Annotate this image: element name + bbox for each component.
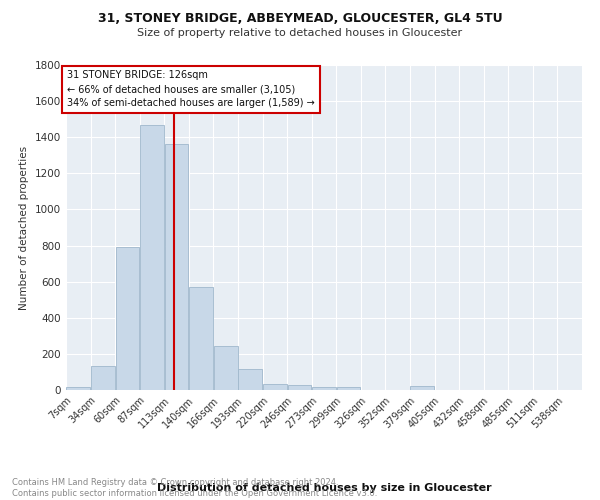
Bar <box>263 384 287 390</box>
X-axis label: Distribution of detached houses by size in Gloucester: Distribution of detached houses by size … <box>157 482 491 492</box>
Bar <box>238 369 262 390</box>
Bar <box>312 388 336 390</box>
Bar <box>116 248 139 390</box>
Bar <box>67 388 90 390</box>
Bar <box>287 386 311 390</box>
Y-axis label: Number of detached properties: Number of detached properties <box>19 146 29 310</box>
Bar <box>214 346 238 390</box>
Text: Contains HM Land Registry data © Crown copyright and database right 2024.
Contai: Contains HM Land Registry data © Crown c… <box>12 478 377 498</box>
Bar <box>164 144 188 390</box>
Bar <box>91 366 115 390</box>
Text: 31, STONEY BRIDGE, ABBEYMEAD, GLOUCESTER, GL4 5TU: 31, STONEY BRIDGE, ABBEYMEAD, GLOUCESTER… <box>98 12 502 26</box>
Bar <box>337 388 361 390</box>
Text: 31 STONEY BRIDGE: 126sqm
← 66% of detached houses are smaller (3,105)
34% of sem: 31 STONEY BRIDGE: 126sqm ← 66% of detach… <box>67 70 314 108</box>
Text: Size of property relative to detached houses in Gloucester: Size of property relative to detached ho… <box>137 28 463 38</box>
Bar <box>140 124 164 390</box>
Bar <box>189 287 213 390</box>
Bar <box>410 386 434 390</box>
